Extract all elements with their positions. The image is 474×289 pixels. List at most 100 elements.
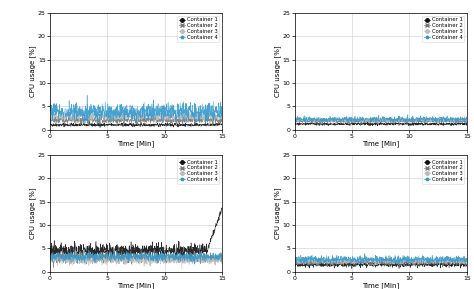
Container 3 (415, 116, 420, 120)
Container 4 (415, 257, 420, 260)
Container 1 (219, 212, 225, 216)
Container 4 (464, 259, 470, 263)
Container 3 (464, 259, 470, 263)
Container 3 (368, 115, 374, 119)
Container 1 (292, 264, 297, 267)
Container 2 (219, 118, 225, 122)
Container 4 (310, 261, 316, 264)
Container 3 (396, 254, 401, 257)
Line: Container 3: Container 3 (294, 256, 467, 266)
Container 2 (121, 255, 127, 258)
Container 4 (422, 116, 428, 119)
Container 4 (219, 111, 225, 114)
Container 4 (441, 260, 447, 263)
Container 1 (441, 122, 447, 125)
Container 3 (170, 117, 176, 121)
Text: (B) Testbed 2: (B) Testbed 2 (356, 186, 406, 194)
Container 3 (310, 121, 316, 124)
Container 3 (219, 112, 225, 115)
Line: Container 4: Container 4 (50, 95, 222, 124)
Legend: Container 1, Container 2, Container 3, Container 4: Container 1, Container 2, Container 3, C… (422, 158, 464, 184)
Container 2 (60, 247, 65, 251)
Line: Container 1: Container 1 (50, 122, 222, 127)
Line: Container 1: Container 1 (294, 122, 467, 126)
Line: Container 3: Container 3 (50, 254, 222, 269)
Line: Container 3: Container 3 (50, 110, 222, 123)
Container 2 (447, 256, 453, 260)
Container 4 (337, 258, 342, 261)
Line: Container 3: Container 3 (294, 117, 467, 123)
Container 4 (219, 257, 225, 260)
Text: (A) Testbed 1: (A) Testbed 1 (110, 186, 161, 194)
Container 2 (345, 122, 351, 126)
Line: Container 4: Container 4 (294, 115, 467, 123)
Container 2 (337, 119, 342, 123)
Container 2 (365, 262, 371, 265)
Container 3 (292, 120, 297, 123)
Container 4 (92, 253, 98, 256)
Container 1 (464, 123, 470, 127)
Container 1 (365, 263, 371, 266)
Line: Container 1: Container 1 (294, 261, 467, 268)
Container 1 (337, 262, 342, 266)
X-axis label: Time [Min]: Time [Min] (118, 282, 155, 289)
Container 4 (196, 257, 202, 261)
Container 4 (365, 257, 371, 260)
X-axis label: Time [Min]: Time [Min] (362, 282, 399, 289)
Container 1 (87, 120, 93, 123)
Container 2 (292, 120, 297, 124)
Line: Container 2: Container 2 (294, 118, 467, 124)
X-axis label: Time [Min]: Time [Min] (118, 140, 155, 147)
Container 4 (170, 254, 175, 257)
Legend: Container 1, Container 2, Container 3, Container 4: Container 1, Container 2, Container 3, C… (177, 16, 219, 42)
Container 4 (337, 118, 342, 122)
Container 3 (90, 121, 96, 125)
Container 3 (47, 111, 53, 114)
Container 2 (170, 257, 176, 261)
Container 4 (66, 112, 72, 115)
Container 1 (292, 123, 297, 126)
Container 3 (422, 258, 428, 261)
Container 1 (337, 123, 342, 126)
Container 1 (196, 247, 201, 250)
Container 2 (310, 119, 316, 123)
Container 2 (415, 118, 420, 122)
Container 4 (405, 113, 410, 116)
Line: Container 2: Container 2 (294, 258, 467, 266)
Container 4 (365, 118, 371, 121)
Container 1 (47, 123, 53, 126)
Container 2 (415, 262, 420, 266)
Container 3 (310, 259, 316, 263)
Container 1 (92, 251, 98, 254)
Container 3 (441, 117, 447, 120)
Container 1 (415, 264, 420, 268)
Container 3 (66, 114, 72, 117)
Container 4 (422, 259, 428, 262)
Container 4 (121, 257, 127, 261)
Container 3 (77, 108, 83, 112)
Container 2 (47, 118, 53, 121)
Container 3 (337, 259, 342, 262)
Container 3 (422, 117, 428, 121)
Container 1 (310, 122, 316, 125)
Container 3 (337, 119, 342, 123)
Container 4 (415, 116, 420, 120)
Container 4 (191, 262, 197, 266)
Container 2 (365, 120, 371, 123)
Container 2 (170, 118, 175, 122)
Container 3 (196, 254, 202, 257)
Container 1 (464, 263, 470, 266)
Container 1 (406, 124, 412, 128)
Container 2 (51, 266, 56, 269)
Container 3 (365, 257, 371, 260)
Container 2 (47, 255, 53, 259)
Container 3 (219, 259, 225, 263)
Container 1 (365, 124, 371, 127)
Y-axis label: CPU usage [%]: CPU usage [%] (29, 45, 36, 97)
Container 1 (66, 251, 72, 255)
Container 4 (292, 263, 298, 266)
Container 3 (121, 118, 127, 121)
Container 1 (126, 261, 131, 264)
Container 1 (219, 206, 224, 210)
Container 2 (441, 120, 447, 124)
